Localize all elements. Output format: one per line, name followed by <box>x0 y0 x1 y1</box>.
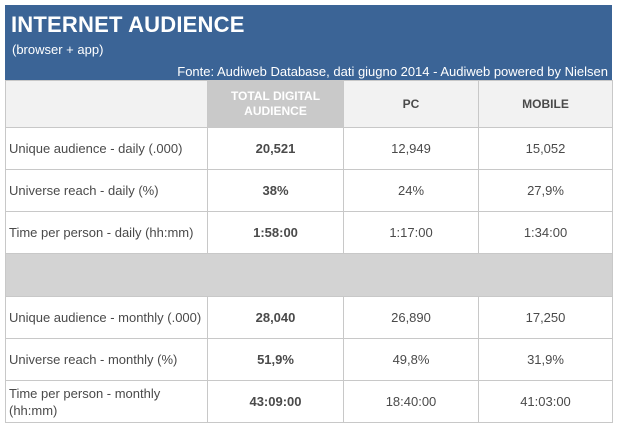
section-separator-row <box>5 253 613 297</box>
cell-mobile: 15,052 <box>478 127 613 170</box>
column-header-pc: PC <box>343 80 479 128</box>
column-header-total-line1: TOTAL DIGITAL <box>230 89 321 103</box>
cell-mobile: 41:03:00 <box>478 380 613 423</box>
audience-table: TOTAL DIGITAL AUDIENCE PC MOBILE Unique … <box>5 80 613 423</box>
cell-total: 20,521 <box>207 127 344 170</box>
row-label: Unique audience - daily (.000) <box>5 127 208 170</box>
cell-total: 1:58:00 <box>207 211 344 254</box>
row-label: Universe reach - daily (%) <box>5 169 208 212</box>
table-row: Universe reach - daily (%) 38% 24% 27,9% <box>5 169 613 212</box>
cell-pc: 49,8% <box>343 338 479 381</box>
section-separator <box>5 253 613 297</box>
column-header-metric <box>5 80 208 128</box>
cell-pc: 18:40:00 <box>343 380 479 423</box>
cell-pc: 1:17:00 <box>343 211 479 254</box>
source-note: Fonte: Audiweb Database, dati giugno 201… <box>177 64 608 79</box>
cell-pc: 24% <box>343 169 479 212</box>
table-row: Unique audience - monthly (.000) 28,040 … <box>5 296 613 339</box>
table-header: INTERNET AUDIENCE (browser + app) Fonte:… <box>5 5 612 80</box>
cell-mobile: 27,9% <box>478 169 613 212</box>
cell-mobile: 17,250 <box>478 296 613 339</box>
cell-mobile: 1:34:00 <box>478 211 613 254</box>
cell-pc: 12,949 <box>343 127 479 170</box>
row-label: Unique audience - monthly (.000) <box>5 296 208 339</box>
cell-pc: 26,890 <box>343 296 479 339</box>
cell-mobile: 31,9% <box>478 338 613 381</box>
row-label: Universe reach - monthly (%) <box>5 338 208 381</box>
cell-total: 43:09:00 <box>207 380 344 423</box>
table-row: Time per person - daily (hh:mm) 1:58:00 … <box>5 211 613 254</box>
cell-total: 38% <box>207 169 344 212</box>
page-title: INTERNET AUDIENCE <box>11 12 245 37</box>
table-row: Universe reach - monthly (%) 51,9% 49,8%… <box>5 338 613 381</box>
column-header-mobile: MOBILE <box>478 80 613 128</box>
page-subtitle: (browser + app) <box>12 42 104 57</box>
column-header-total: TOTAL DIGITAL AUDIENCE <box>207 80 344 128</box>
row-label: Time per person - daily (hh:mm) <box>5 211 208 254</box>
column-header-total-line2: AUDIENCE <box>244 104 307 118</box>
table-row: Time per person - monthly (hh:mm) 43:09:… <box>5 380 613 423</box>
table-row: Unique audience - daily (.000) 20,521 12… <box>5 127 613 170</box>
audience-table-card: INTERNET AUDIENCE (browser + app) Fonte:… <box>5 5 613 423</box>
row-label: Time per person - monthly (hh:mm) <box>5 380 208 423</box>
column-header-row: TOTAL DIGITAL AUDIENCE PC MOBILE <box>5 80 613 128</box>
cell-total: 28,040 <box>207 296 344 339</box>
cell-total: 51,9% <box>207 338 344 381</box>
